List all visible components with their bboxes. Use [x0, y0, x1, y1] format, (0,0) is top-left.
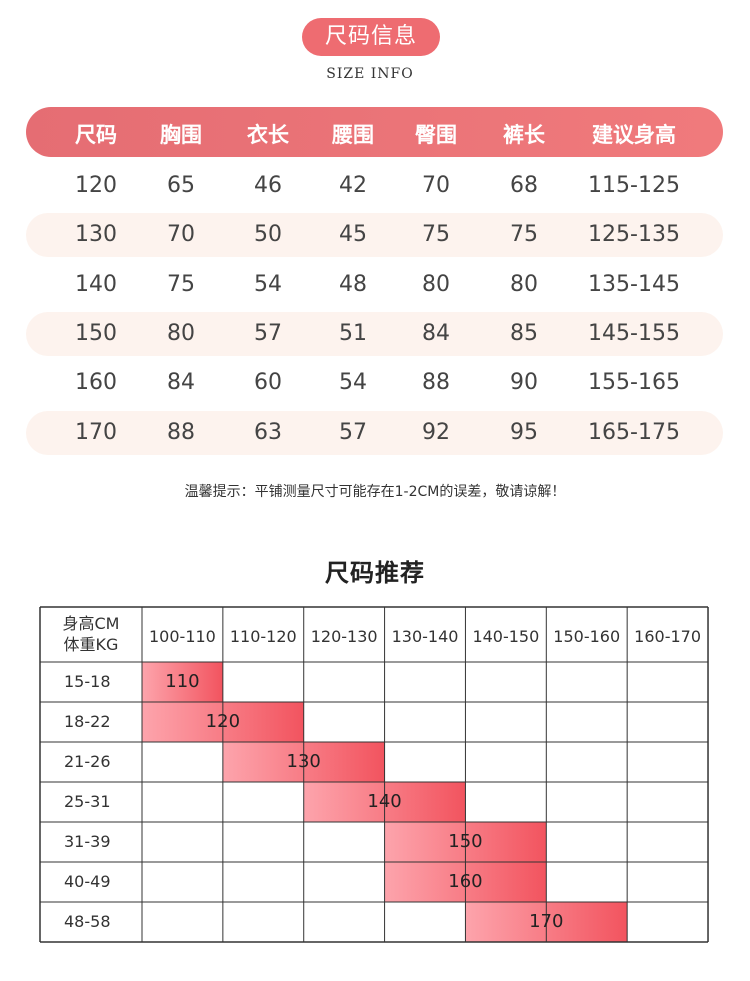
- corner-weight-label: 体重KG: [63, 635, 119, 654]
- size-cell: 65: [167, 173, 195, 198]
- size-cell: 68: [510, 173, 538, 198]
- column-header-top-length: 衣长: [247, 123, 289, 147]
- size-cell: 92: [422, 419, 450, 445]
- size-cell: 84: [167, 370, 195, 396]
- size-cell: 63: [254, 419, 282, 445]
- size-info-title: 尺码信息: [302, 18, 440, 56]
- size-cell: 120: [75, 173, 117, 198]
- weight-range-label: 31-39: [64, 832, 111, 851]
- size-cell: 50: [254, 222, 282, 248]
- size-cell: 145-155: [588, 320, 680, 346]
- size-cell: 115-125: [588, 173, 680, 198]
- size-row: 170 88 63 57 92 95 165-175: [26, 410, 723, 455]
- size-cell: 57: [339, 419, 367, 445]
- column-header-hip: 臀围: [415, 123, 457, 147]
- height-range-header: 100-110: [149, 627, 216, 646]
- size-info-subtitle: SIZE INFO: [326, 66, 414, 82]
- size-cell: 57: [254, 320, 282, 346]
- grid-corner-label: 身高CM 体重KG: [40, 613, 142, 655]
- size-cell: 140: [75, 271, 117, 297]
- size-cell: 80: [422, 271, 450, 297]
- size-cell: 80: [167, 320, 195, 346]
- size-cell: 45: [339, 222, 367, 248]
- size-cell: 95: [510, 419, 538, 445]
- size-cell: 84: [422, 320, 450, 346]
- size-row: 130 70 50 45 75 75 125-135: [26, 213, 723, 258]
- column-header-chest: 胸围: [160, 123, 202, 147]
- size-cell: 46: [254, 173, 282, 198]
- size-cell: 88: [422, 370, 450, 396]
- recommended-size-label: 130: [286, 751, 321, 772]
- column-header-pants-length: 裤长: [503, 123, 545, 147]
- size-row: 120 65 46 42 70 68 115-125: [26, 164, 723, 208]
- size-table-header: 尺码 胸围 衣长 腰围 臀围 裤长 建议身高: [26, 107, 723, 157]
- column-header-suggested-height: 建议身高: [592, 123, 676, 147]
- size-cell: 155-165: [588, 370, 680, 396]
- recommended-size-label: 170: [529, 911, 564, 932]
- height-range-header: 120-130: [310, 627, 378, 646]
- height-range-header: 140-150: [472, 627, 540, 646]
- size-cell: 54: [339, 370, 367, 396]
- size-cell: 60: [254, 370, 282, 396]
- size-cell: 48: [339, 271, 367, 297]
- size-cell: 54: [254, 271, 282, 297]
- size-cell: 160: [75, 370, 117, 396]
- size-cell: 80: [510, 271, 538, 297]
- size-cell: 150: [75, 320, 117, 346]
- size-cell: 70: [167, 222, 195, 248]
- size-cell: 130: [75, 222, 117, 248]
- size-cell: 170: [75, 419, 117, 445]
- size-cell: 85: [510, 320, 538, 346]
- weight-range-label: 15-18: [64, 672, 111, 691]
- corner-height-label: 身高CM: [62, 614, 120, 633]
- height-range-header: 130-140: [391, 627, 459, 646]
- size-cell: 51: [339, 320, 367, 346]
- size-cell: 165-175: [588, 419, 680, 445]
- size-row: 140 75 54 48 80 80 135-145: [26, 263, 723, 307]
- recommended-size-label: 120: [205, 711, 241, 732]
- size-cell: 70: [422, 173, 450, 198]
- column-header-size: 尺码: [75, 123, 117, 147]
- size-cell: 75: [422, 222, 450, 248]
- weight-range-label: 48-58: [64, 912, 111, 931]
- weight-range-label: 21-26: [64, 752, 111, 771]
- recommendation-bar: [142, 662, 223, 702]
- size-cell: 88: [167, 419, 195, 445]
- height-range-header: 150-160: [553, 627, 621, 646]
- weight-range-label: 18-22: [64, 712, 111, 731]
- size-cell: 90: [510, 370, 538, 396]
- size-row: 160 84 60 54 88 90 155-165: [26, 361, 723, 405]
- column-header-waist: 腰围: [332, 123, 374, 147]
- size-cell: 42: [339, 173, 367, 198]
- height-range-header: 160-170: [634, 627, 702, 646]
- size-row: 150 80 57 51 84 85 145-155: [26, 311, 723, 356]
- size-cell: 75: [167, 271, 195, 297]
- size-cell: 75: [510, 222, 538, 248]
- recommended-size-label: 110: [165, 671, 200, 692]
- height-range-header: 110-120: [229, 627, 297, 646]
- recommended-size-label: 160: [448, 871, 483, 892]
- weight-range-label: 40-49: [64, 872, 111, 891]
- size-cell: 125-135: [588, 222, 680, 248]
- size-cell: 135-145: [588, 271, 680, 297]
- measurement-tip: 温馨提示：平铺测量尺寸可能存在1-2CM的误差，敬请谅解！: [184, 484, 566, 500]
- recommended-size-label: 140: [367, 791, 402, 812]
- recommended-size-label: 150: [448, 831, 483, 852]
- weight-range-label: 25-31: [64, 792, 111, 811]
- size-recommendation-title: 尺码推荐: [325, 559, 425, 587]
